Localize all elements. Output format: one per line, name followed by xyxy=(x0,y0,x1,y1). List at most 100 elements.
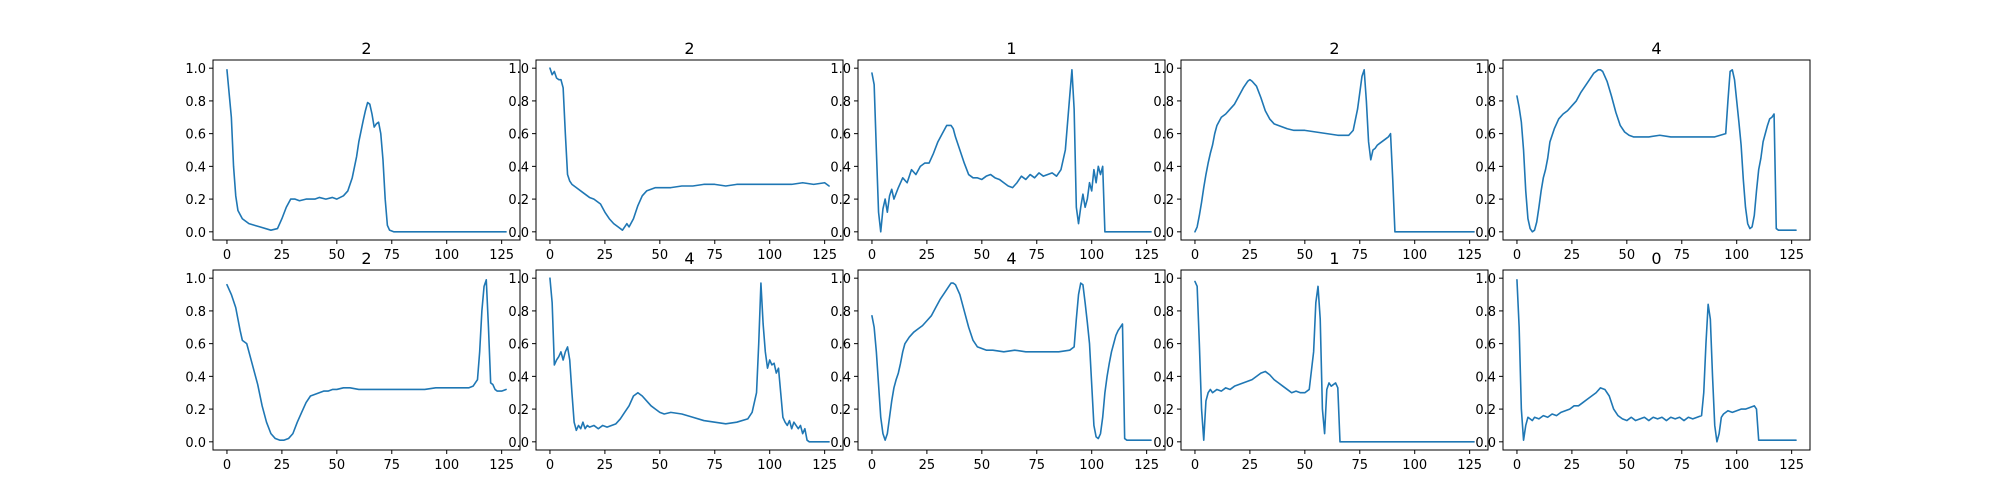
y-tick-label: 0.8 xyxy=(185,95,206,110)
subplot-4: 2 0 25 50 75 100 125 0.0 0.2 0.4 0.6 0.8 1.0 xyxy=(1153,39,1489,263)
y-tick-label: 0.4 xyxy=(830,370,851,385)
y-tick-label: 0.6 xyxy=(830,338,851,353)
axes-frame xyxy=(212,59,521,241)
x-tick-label: 0 xyxy=(1513,248,1521,263)
y-tick-label: 0.0 xyxy=(1153,226,1174,241)
x-tick-label: 0 xyxy=(868,458,876,473)
series-line xyxy=(549,277,830,443)
y-tick-label: 1.0 xyxy=(830,62,851,77)
subplot-8: 4 0 25 50 75 100 125 0.0 0.2 0.4 0.6 0.8 1.0 xyxy=(830,249,1166,473)
x-tick-label: 75 xyxy=(1028,458,1045,473)
y-tick-label: 0.2 xyxy=(1153,193,1174,208)
subplot-5: 4 0 25 50 75 100 125 0.0 0.2 0.4 0.6 0.8 1.0 xyxy=(1475,39,1811,263)
x-tick-label: 100 xyxy=(1402,458,1427,473)
x-tick-label: 25 xyxy=(1242,458,1259,473)
x-tick-label: 100 xyxy=(757,248,782,263)
y-tick-label: 0.4 xyxy=(1475,370,1496,385)
x-tick-label: 50 xyxy=(329,458,346,473)
y-tick-label: 0.2 xyxy=(508,193,529,208)
subplot-title: 0 xyxy=(1651,249,1661,268)
x-tick-label: 0 xyxy=(546,248,554,263)
series-line xyxy=(1194,280,1475,443)
x-tick-label: 75 xyxy=(383,458,400,473)
x-tick-label: 25 xyxy=(597,458,614,473)
y-tick-label: 0.8 xyxy=(1475,305,1496,320)
y-tick-label: 1.0 xyxy=(830,272,851,287)
series-line xyxy=(1516,69,1797,233)
subplot-7: 4 0 25 50 75 100 125 0.0 0.2 0.4 0.6 0.8 1.0 xyxy=(508,249,844,473)
x-tick-label: 100 xyxy=(1079,248,1104,263)
subplot-title: 4 xyxy=(684,249,694,268)
y-tick-label: 0.6 xyxy=(508,128,529,143)
subplot-9: 1 0 25 50 75 100 125 0.0 0.2 0.4 0.6 0.8 1.0 xyxy=(1153,249,1489,473)
y-tick-label: 0.4 xyxy=(1153,370,1174,385)
x-tick-label: 100 xyxy=(1402,248,1427,263)
x-tick-label: 25 xyxy=(919,248,936,263)
y-tick-label: 0.4 xyxy=(185,160,206,175)
y-tick-label: 0.6 xyxy=(185,338,206,353)
y-tick-label: 0.4 xyxy=(1153,160,1174,175)
x-tick-label: 125 xyxy=(489,458,514,473)
x-tick-label: 100 xyxy=(1079,458,1104,473)
y-tick-label: 0.2 xyxy=(1475,403,1496,418)
y-tick-label: 0.8 xyxy=(185,305,206,320)
y-tick-label: 0.8 xyxy=(508,95,529,110)
y-tick-label: 0.8 xyxy=(508,305,529,320)
x-tick-label: 125 xyxy=(812,458,837,473)
y-tick-label: 0.8 xyxy=(1153,305,1174,320)
x-tick-label: 0 xyxy=(1191,248,1199,263)
x-tick-label: 50 xyxy=(329,248,346,263)
y-tick-label: 0.0 xyxy=(508,226,529,241)
series-line xyxy=(549,67,830,231)
y-tick-label: 0.8 xyxy=(1475,95,1496,110)
x-tick-label: 0 xyxy=(223,248,231,263)
x-tick-label: 0 xyxy=(223,458,231,473)
y-tick-label: 0.2 xyxy=(185,193,206,208)
x-tick-label: 125 xyxy=(1134,248,1159,263)
x-tick-label: 100 xyxy=(1724,248,1749,263)
x-tick-label: 75 xyxy=(1351,248,1368,263)
x-tick-label: 0 xyxy=(1191,458,1199,473)
x-tick-label: 125 xyxy=(1134,458,1159,473)
y-tick-label: 1.0 xyxy=(508,272,529,287)
y-tick-label: 1.0 xyxy=(508,62,529,77)
axes-frame xyxy=(1502,269,1811,451)
y-tick-label: 0.0 xyxy=(830,226,851,241)
x-tick-label: 75 xyxy=(1351,458,1368,473)
subplot-title: 4 xyxy=(1651,39,1661,58)
axes-frame xyxy=(535,59,844,241)
x-tick-label: 125 xyxy=(489,248,514,263)
y-tick-label: 0.0 xyxy=(185,226,206,241)
subplot-title: 1 xyxy=(1006,39,1016,58)
y-tick-label: 0.4 xyxy=(185,370,206,385)
y-tick-label: 0.6 xyxy=(830,128,851,143)
y-tick-label: 0.4 xyxy=(508,160,529,175)
x-tick-label: 125 xyxy=(1779,248,1804,263)
x-tick-label: 50 xyxy=(1297,458,1314,473)
x-tick-label: 25 xyxy=(274,458,291,473)
subplot-2: 2 0 25 50 75 100 125 0.0 0.2 0.4 0.6 0.8 1.0 xyxy=(508,39,844,263)
axes-frame xyxy=(1502,59,1811,241)
y-tick-label: 0.0 xyxy=(1475,436,1496,451)
x-tick-label: 25 xyxy=(1564,458,1581,473)
y-tick-label: 0.2 xyxy=(508,403,529,418)
axes-frame xyxy=(1180,269,1489,451)
y-tick-label: 0.0 xyxy=(830,436,851,451)
x-tick-label: 75 xyxy=(706,248,723,263)
x-tick-label: 75 xyxy=(1673,248,1690,263)
y-tick-label: 0.6 xyxy=(185,128,206,143)
y-tick-label: 1.0 xyxy=(1475,62,1496,77)
x-tick-label: 125 xyxy=(812,248,837,263)
y-tick-label: 0.4 xyxy=(830,160,851,175)
subplot-6: 2 0 25 50 75 100 125 0.0 0.2 0.4 0.6 0.8 1.0 xyxy=(185,249,521,473)
x-tick-label: 0 xyxy=(546,458,554,473)
series-line xyxy=(226,279,507,441)
y-tick-label: 0.0 xyxy=(185,436,206,451)
y-tick-label: 0.0 xyxy=(1153,436,1174,451)
axes-frame xyxy=(535,269,844,451)
x-tick-label: 75 xyxy=(1028,248,1045,263)
x-tick-label: 50 xyxy=(974,248,991,263)
y-tick-label: 0.2 xyxy=(185,403,206,418)
y-tick-label: 1.0 xyxy=(185,272,206,287)
subplot-title: 1 xyxy=(1329,249,1339,268)
